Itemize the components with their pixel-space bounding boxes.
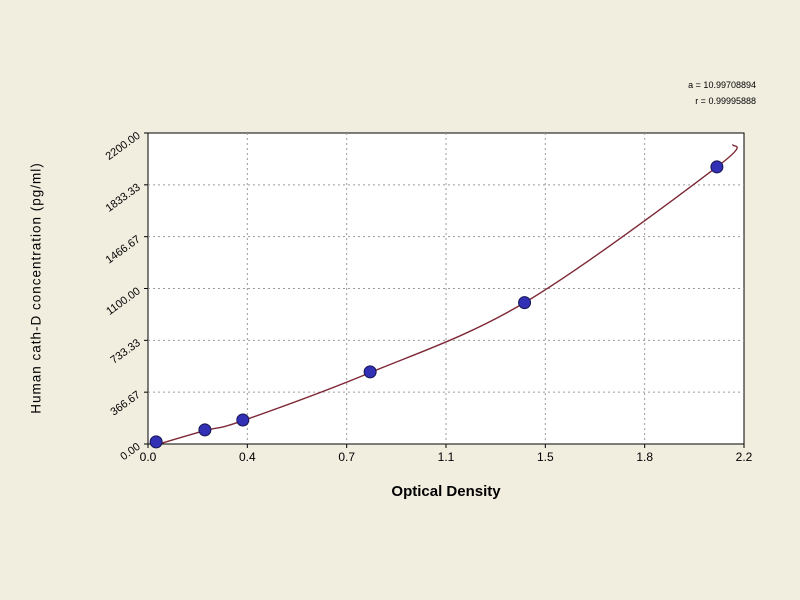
data-point [518,296,532,310]
data-point [710,160,724,174]
svg-text:733.33: 733.33 [108,337,142,366]
svg-text:1833.33: 1833.33 [104,182,143,215]
data-point [149,435,163,449]
x-axis-title: Optical Density [391,483,501,500]
svg-text:1.8: 1.8 [636,450,653,464]
fit-parameter-a: a = 10.99708894 [688,80,756,90]
svg-text:1100.00: 1100.00 [104,285,143,318]
svg-text:1.1: 1.1 [438,450,455,464]
svg-text:0.7: 0.7 [338,450,355,464]
data-point [236,413,250,427]
data-point [198,423,212,437]
fit-parameter-r: r = 0.99995888 [695,96,756,106]
svg-text:0.4: 0.4 [239,450,256,464]
data-point [363,365,377,379]
svg-text:2.2: 2.2 [736,450,753,464]
svg-text:0.0: 0.0 [140,450,157,464]
svg-text:1.5: 1.5 [537,450,554,464]
svg-text:1466.67: 1466.67 [104,233,143,266]
y-axis-title: Human cath-D concentration (pg/ml) [28,162,44,414]
svg-text:366.67: 366.67 [108,389,142,418]
svg-text:2200.00: 2200.00 [104,130,143,163]
